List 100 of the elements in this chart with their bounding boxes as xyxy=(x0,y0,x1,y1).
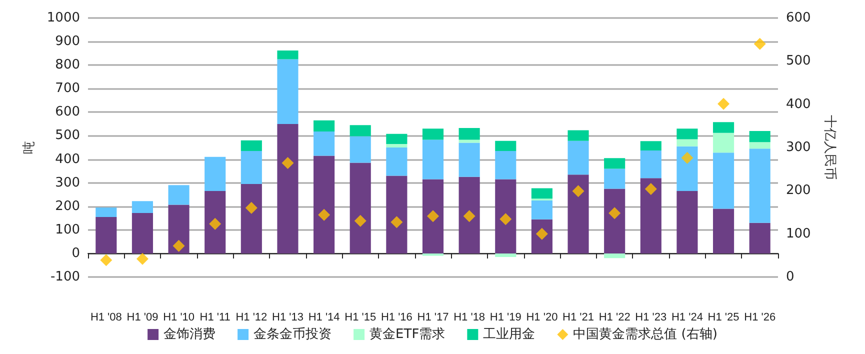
point xyxy=(318,208,330,221)
bar xyxy=(132,212,154,254)
bar xyxy=(712,152,734,209)
bar xyxy=(277,59,298,124)
bar xyxy=(386,134,408,144)
x-tick-label: H1 '18 xyxy=(454,312,486,324)
bar xyxy=(640,178,662,254)
y-tick-label: 600 xyxy=(55,104,80,120)
x-tick-label: H1 '08 xyxy=(90,312,122,324)
bar xyxy=(640,150,662,178)
x-tick-label: H1 '16 xyxy=(380,312,412,324)
x-tick-label: H1 '24 xyxy=(671,312,703,324)
y-tick-label: 0 xyxy=(72,246,80,261)
bar xyxy=(749,222,770,254)
bar xyxy=(676,128,698,140)
x-tick-label: H1 '10 xyxy=(163,312,195,324)
x-tick-label: H1 '21 xyxy=(562,312,594,324)
bar xyxy=(204,191,226,254)
bar xyxy=(422,128,444,140)
y-tick-label: 400 xyxy=(55,152,80,167)
bar xyxy=(350,136,371,163)
y-tick-label: 900 xyxy=(55,34,80,50)
bar xyxy=(712,122,734,133)
y2-tick-label: 600 xyxy=(786,10,811,26)
point xyxy=(282,157,294,170)
y2-tick-label: 400 xyxy=(786,96,811,112)
bar xyxy=(422,140,444,180)
bar xyxy=(350,162,371,254)
y2-tick-label: 300 xyxy=(786,140,811,155)
point xyxy=(500,213,512,226)
point xyxy=(136,252,148,265)
x-tick-label: H1 '26 xyxy=(744,312,776,324)
bar xyxy=(277,124,298,254)
bar xyxy=(168,204,190,254)
x-tick-label: H1 '14 xyxy=(308,312,340,324)
y-axis-title: 吨 xyxy=(22,141,38,154)
bar xyxy=(495,179,516,254)
y2-tick-label: 0 xyxy=(786,270,794,284)
bar xyxy=(568,140,589,175)
bar xyxy=(604,253,626,258)
bar xyxy=(386,176,408,254)
bar xyxy=(132,201,154,213)
y-tick-label: 200 xyxy=(55,198,80,214)
bar xyxy=(240,151,262,184)
bar xyxy=(386,144,408,148)
bar xyxy=(458,176,480,254)
point xyxy=(608,207,621,220)
bar xyxy=(604,158,626,169)
bar xyxy=(168,185,190,205)
bar xyxy=(240,140,262,152)
legend-label: 黄金ETF需求 xyxy=(370,327,446,342)
x-tick-label: H1 '15 xyxy=(344,312,376,324)
point xyxy=(754,38,766,50)
bar xyxy=(712,208,734,254)
x-tick-label: H1 '19 xyxy=(490,312,522,324)
point xyxy=(681,152,694,164)
point xyxy=(209,218,222,230)
x-tick-label: H1 '25 xyxy=(708,312,740,324)
bar xyxy=(458,128,480,140)
y2-tick-label: 100 xyxy=(786,226,811,242)
legend-label: 金条金币投资 xyxy=(254,327,332,342)
bar xyxy=(422,253,444,256)
bar xyxy=(204,156,226,192)
bar xyxy=(568,130,589,141)
x-tick-label: H1 '11 xyxy=(200,312,230,324)
bar xyxy=(604,188,626,254)
point xyxy=(390,216,403,228)
bar xyxy=(495,140,516,152)
point xyxy=(427,210,439,222)
point xyxy=(100,254,112,266)
bar xyxy=(531,200,552,220)
point xyxy=(463,210,476,222)
y-tick-label: 800 xyxy=(55,58,80,73)
point xyxy=(354,214,366,227)
y-tick-label: 500 xyxy=(55,128,80,144)
y-tick-label: 1000 xyxy=(46,10,80,26)
point xyxy=(245,202,258,214)
bar xyxy=(458,140,480,143)
bar xyxy=(640,141,662,151)
x-tick-label: H1 '09 xyxy=(126,312,158,324)
x-tick-label: H1 '22 xyxy=(598,312,630,324)
bar xyxy=(604,168,626,189)
point xyxy=(718,98,730,110)
bar xyxy=(676,191,698,254)
bar xyxy=(749,142,770,149)
x-tick-label: H1 '13 xyxy=(272,312,304,324)
bar xyxy=(386,148,408,176)
x-tick-label: H1 '23 xyxy=(635,312,667,324)
bar xyxy=(314,131,335,156)
bar xyxy=(495,151,516,180)
x-tick-label: H1 '12 xyxy=(236,312,268,324)
y-tick-label: 700 xyxy=(55,81,80,96)
y-tick-label: -100 xyxy=(50,270,80,284)
point xyxy=(172,240,185,252)
bar xyxy=(96,216,117,254)
bar xyxy=(676,139,698,146)
bar xyxy=(314,156,335,254)
bar xyxy=(458,142,480,177)
bar xyxy=(531,188,552,199)
bar xyxy=(495,253,516,257)
